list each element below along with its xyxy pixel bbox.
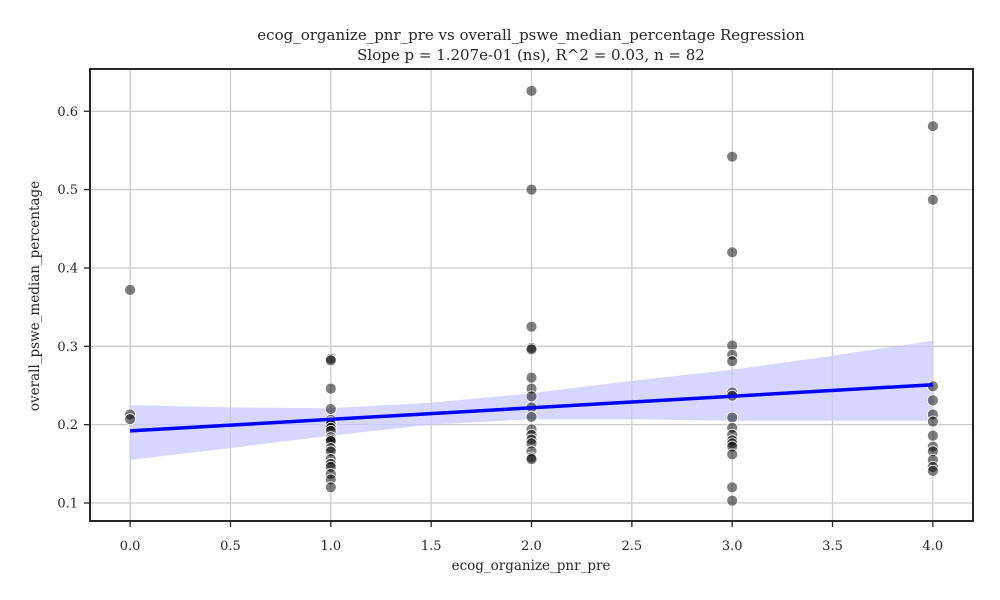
chart-title: ecog_organize_pnr_pre vs overall_pswe_me… (257, 26, 805, 44)
regression-line (130, 382, 933, 433)
scatter-point (124, 413, 137, 426)
x-axis-label: ecog_organize_pnr_pre (452, 558, 611, 574)
scatter-point (927, 429, 939, 442)
regression-line-layer (130, 382, 933, 433)
scatter-point (525, 343, 538, 356)
scatter-point (927, 415, 939, 428)
scatter-point (124, 283, 137, 296)
x-tick-label: 2.0 (521, 539, 542, 554)
y-axis-label: overall_pswe_median_percentage (27, 181, 43, 411)
y-tick-label: 0.1 (57, 496, 78, 511)
chart-subtitle: Slope p = 1.207e-01 (ns), R^2 = 0.03, n … (357, 46, 705, 64)
x-tick-label: 0.5 (220, 539, 241, 554)
scatter-point (726, 448, 739, 461)
scatter-point (927, 193, 939, 206)
scatter-point (525, 453, 538, 466)
scatter-point (525, 85, 538, 97)
x-axis-ticks: 0.0 0.5 1.0 1.5 2.0 2.5 3.0 3.5 4.0 (120, 521, 943, 554)
scatter-point (726, 411, 739, 424)
y-tick-label: 0.5 (57, 183, 78, 198)
x-tick-label: 1.5 (421, 539, 442, 554)
scatter-point (927, 120, 939, 133)
y-tick-label: 0.6 (57, 105, 78, 120)
scatter-point (324, 382, 337, 395)
scatter-point (726, 150, 739, 163)
scatter-point (927, 464, 939, 477)
y-tick-label: 0.2 (57, 418, 78, 433)
x-tick-label: 1.0 (320, 539, 341, 554)
scatter-point (525, 410, 538, 423)
scatter-point (726, 355, 739, 368)
x-tick-label: 3.0 (722, 539, 743, 554)
x-tick-label: 0.0 (120, 539, 141, 554)
scatter-point (324, 481, 337, 494)
x-tick-label: 4.0 (923, 539, 944, 554)
scatter-points (124, 85, 939, 507)
scatter-point (525, 183, 538, 196)
scatter-point (525, 320, 538, 333)
scatter-point (726, 481, 739, 494)
y-axis-ticks: 0.1 0.2 0.3 0.4 0.5 0.6 (57, 105, 90, 511)
scatter-point (525, 371, 538, 384)
scatter-point (726, 246, 739, 259)
scatter-point (726, 494, 739, 507)
y-tick-label: 0.4 (57, 261, 78, 276)
scatter-point (927, 394, 939, 407)
scatter-point (324, 403, 337, 415)
x-tick-label: 2.5 (621, 539, 642, 554)
x-tick-label: 3.5 (822, 539, 843, 554)
y-tick-label: 0.3 (57, 340, 78, 355)
scatter-point (324, 354, 337, 367)
scatter-point (525, 390, 538, 403)
